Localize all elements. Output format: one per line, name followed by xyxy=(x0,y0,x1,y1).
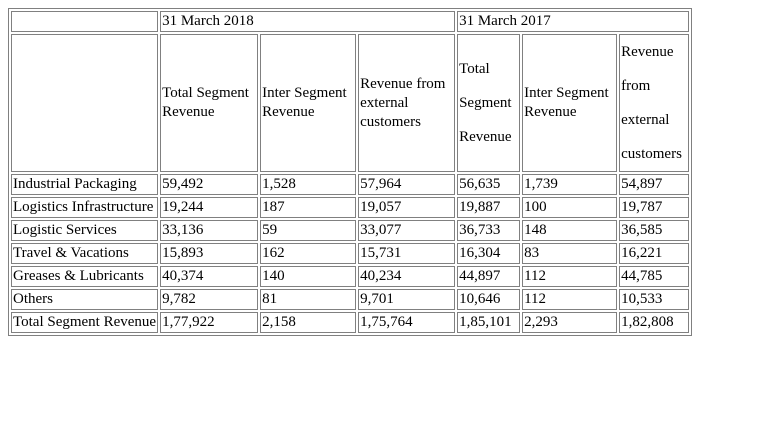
value-cell: 59 xyxy=(260,220,357,241)
value-cell: 140 xyxy=(260,266,357,287)
table-row: Travel & Vacations 15,893 162 15,731 16,… xyxy=(11,243,690,264)
header-2017-external-line: Revenue xyxy=(621,44,674,60)
value-cell: 15,893 xyxy=(160,243,259,264)
value-cell: 10,646 xyxy=(457,289,521,310)
value-cell: 16,304 xyxy=(457,243,521,264)
row-label: Logistic Services xyxy=(11,220,159,241)
header-2017-total-line: Revenue xyxy=(459,129,512,145)
value-cell: 19,057 xyxy=(358,197,456,218)
header-2017-external-line: customers xyxy=(621,146,682,162)
value-cell: 100 xyxy=(522,197,618,218)
empty-corner-cell xyxy=(11,11,159,32)
value-cell: 9,782 xyxy=(160,289,259,310)
period-2017-header: 31 March 2017 xyxy=(457,11,690,32)
value-cell: 33,077 xyxy=(358,220,456,241)
value-cell: 1,82,808 xyxy=(619,312,690,333)
empty-label-header xyxy=(11,34,159,172)
value-cell: 44,897 xyxy=(457,266,521,287)
header-2017-total-line: Total xyxy=(459,61,490,77)
value-cell: 2,293 xyxy=(522,312,618,333)
value-cell: 1,75,764 xyxy=(358,312,456,333)
column-header-row: Total Segment Revenue Inter Segment Reve… xyxy=(11,34,690,172)
value-cell: 148 xyxy=(522,220,618,241)
header-2017-revenue-external: Revenue from external customers xyxy=(619,34,690,172)
value-cell: 1,85,101 xyxy=(457,312,521,333)
total-row: Total Segment Revenue 1,77,922 2,158 1,7… xyxy=(11,312,690,333)
value-cell: 9,701 xyxy=(358,289,456,310)
table-row: Others 9,782 81 9,701 10,646 112 10,533 xyxy=(11,289,690,310)
value-cell: 19,244 xyxy=(160,197,259,218)
value-cell: 1,739 xyxy=(522,174,618,195)
period-header-row: 31 March 2018 31 March 2017 xyxy=(11,11,690,32)
row-label: Travel & Vacations xyxy=(11,243,159,264)
segment-revenue-table: 31 March 2018 31 March 2017 Total Segmen… xyxy=(8,8,693,336)
header-2018-inter-segment-revenue: Inter Segment Revenue xyxy=(260,34,357,172)
value-cell: 83 xyxy=(522,243,618,264)
header-2017-total-line: Segment xyxy=(459,95,512,111)
row-label: Industrial Packaging xyxy=(11,174,159,195)
header-2017-total-segment-revenue: Total Segment Revenue xyxy=(457,34,521,172)
value-cell: 162 xyxy=(260,243,357,264)
table-row: Industrial Packaging 59,492 1,528 57,964… xyxy=(11,174,690,195)
header-2018-total-segment-revenue: Total Segment Revenue xyxy=(160,34,259,172)
value-cell: 57,964 xyxy=(358,174,456,195)
row-label: Total Segment Revenue xyxy=(11,312,159,333)
value-cell: 36,733 xyxy=(457,220,521,241)
value-cell: 1,77,922 xyxy=(160,312,259,333)
value-cell: 40,234 xyxy=(358,266,456,287)
value-cell: 40,374 xyxy=(160,266,259,287)
value-cell: 44,785 xyxy=(619,266,690,287)
value-cell: 59,492 xyxy=(160,174,259,195)
value-cell: 112 xyxy=(522,289,618,310)
value-cell: 81 xyxy=(260,289,357,310)
value-cell: 1,528 xyxy=(260,174,357,195)
header-2017-inter-segment-revenue: Inter Segment Revenue xyxy=(522,34,618,172)
value-cell: 112 xyxy=(522,266,618,287)
value-cell: 54,897 xyxy=(619,174,690,195)
value-cell: 10,533 xyxy=(619,289,690,310)
value-cell: 16,221 xyxy=(619,243,690,264)
table-row: Logistics Infrastructure 19,244 187 19,0… xyxy=(11,197,690,218)
value-cell: 19,887 xyxy=(457,197,521,218)
value-cell: 33,136 xyxy=(160,220,259,241)
table-row: Logistic Services 33,136 59 33,077 36,73… xyxy=(11,220,690,241)
row-label: Greases & Lubricants xyxy=(11,266,159,287)
table-row: Greases & Lubricants 40,374 140 40,234 4… xyxy=(11,266,690,287)
value-cell: 19,787 xyxy=(619,197,690,218)
value-cell: 15,731 xyxy=(358,243,456,264)
value-cell: 2,158 xyxy=(260,312,357,333)
header-2017-external-line: external xyxy=(621,112,670,128)
row-label: Logistics Infrastructure xyxy=(11,197,159,218)
value-cell: 187 xyxy=(260,197,357,218)
row-label: Others xyxy=(11,289,159,310)
value-cell: 56,635 xyxy=(457,174,521,195)
period-2018-header: 31 March 2018 xyxy=(160,11,456,32)
value-cell: 36,585 xyxy=(619,220,690,241)
header-2018-revenue-external: Revenue from external customers xyxy=(358,34,456,172)
header-2017-external-line: from xyxy=(621,78,651,94)
